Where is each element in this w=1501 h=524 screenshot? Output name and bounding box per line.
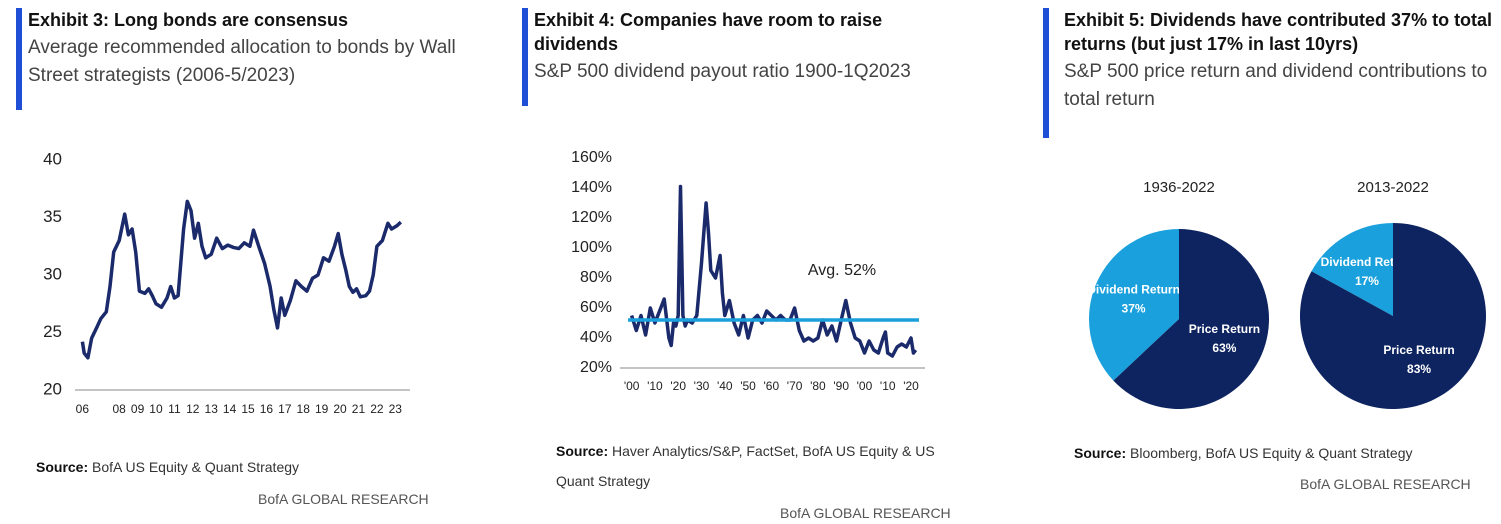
x-tick-label: '60 — [764, 379, 780, 393]
slice-label: Price Return — [1189, 322, 1260, 336]
source-text: Haver Analytics/S&P, FactSet, BofA US Eq… — [556, 443, 935, 489]
y-tick-label: 60% — [580, 299, 612, 316]
pie-slice — [1113, 229, 1269, 409]
footer: BofA GLOBAL RESEARCH — [1300, 476, 1471, 492]
slice-label: Dividend Return — [1321, 255, 1414, 269]
y-tick-label: 40 — [43, 149, 62, 168]
subtitle: S&P 500 dividend payout ratio 1900-1Q202… — [534, 61, 911, 82]
y-tick-label: 35 — [43, 207, 62, 226]
x-tick-label: 12 — [186, 402, 200, 416]
source: Source: BofA US Equity & Quant Strategy — [36, 452, 456, 482]
source-label: Source: — [556, 443, 609, 459]
x-tick-label: 10 — [149, 402, 163, 416]
x-tick-label: 18 — [297, 402, 311, 416]
slice-label: Price Return — [1383, 343, 1454, 357]
subtitle: S&P 500 price return and dividend contri… — [1064, 61, 1488, 110]
x-tick-label: '00 — [624, 379, 640, 393]
x-tick-label: 11 — [168, 402, 181, 416]
slice-value: 17% — [1355, 274, 1379, 288]
pie-slice — [1311, 223, 1393, 316]
x-tick-label: 21 — [352, 402, 366, 416]
header: Exhibit 3: Long bonds are consensus Aver… — [28, 8, 468, 90]
footer: BofA GLOBAL RESEARCH — [258, 491, 429, 507]
x-tick-label: '10 — [880, 379, 896, 393]
x-tick-label: 19 — [315, 402, 329, 416]
footer: BofA GLOBAL RESEARCH — [780, 505, 951, 521]
accent-bar — [1043, 8, 1049, 138]
pie-title: 2013-2022 — [1357, 179, 1429, 196]
x-tick-label: '00 — [857, 379, 873, 393]
source: Source: Bloomberg, BofA US Equity & Quan… — [1074, 438, 1494, 468]
title: Exhibit 4: Companies have room to raise … — [534, 10, 883, 54]
y-tick-label: 30 — [43, 264, 62, 283]
x-tick-label: 06 — [76, 402, 90, 416]
slice-value: 37% — [1122, 302, 1146, 316]
x-tick-label: 13 — [205, 402, 219, 416]
average-label: Avg. 52% — [808, 262, 876, 279]
x-tick-label: '90 — [833, 379, 849, 393]
pie-title: 1936-2022 — [1143, 179, 1215, 196]
x-tick-label: '70 — [787, 379, 803, 393]
header: Exhibit 4: Companies have room to raise … — [534, 8, 964, 86]
x-tick-label: '50 — [740, 379, 756, 393]
x-tick-label: 08 — [112, 402, 126, 416]
y-tick-label: 160% — [571, 149, 612, 166]
x-tick-label: 20 — [333, 402, 347, 416]
pie-slice — [1089, 229, 1179, 381]
x-tick-label: '20 — [903, 379, 919, 393]
header: Exhibit 5: Dividends have contributed 37… — [1064, 8, 1501, 114]
source: Source: Haver Analytics/S&P, FactSet, Bo… — [556, 436, 946, 496]
y-tick-label: 20% — [580, 359, 612, 376]
x-tick-label: 23 — [389, 402, 403, 416]
x-tick-label: '80 — [810, 379, 826, 393]
y-tick-label: 40% — [580, 329, 612, 346]
source-label: Source: — [36, 459, 89, 475]
pie-slice — [1299, 223, 1486, 410]
source-text: BofA US Equity & Quant Strategy — [92, 459, 300, 475]
y-tick-label: 140% — [571, 179, 612, 196]
subtitle: Average recommended allocation to bonds … — [28, 37, 456, 86]
x-tick-label: 17 — [278, 402, 292, 416]
y-tick-label: 100% — [571, 239, 612, 256]
x-tick-label: 16 — [260, 402, 274, 416]
x-tick-label: 14 — [223, 402, 237, 416]
x-tick-label: '20 — [670, 379, 686, 393]
x-tick-label: '30 — [694, 379, 710, 393]
title: Exhibit 5: Dividends have contributed 37… — [1064, 10, 1493, 54]
title: Exhibit 3: Long bonds are consensus — [28, 10, 349, 30]
slice-value: 63% — [1212, 341, 1236, 355]
source-label: Source: — [1074, 445, 1127, 461]
data-line — [80, 199, 403, 360]
slice-value: 83% — [1407, 362, 1431, 376]
source-text: Bloomberg, BofA US Equity & Quant Strate… — [1130, 445, 1413, 461]
y-tick-label: 20 — [43, 379, 62, 398]
accent-bar — [522, 8, 528, 106]
x-tick-label: '40 — [717, 379, 733, 393]
x-tick-label: '10 — [647, 379, 663, 393]
y-tick-label: 120% — [571, 209, 612, 226]
y-tick-label: 25 — [43, 322, 62, 341]
slice-label: Dividend Return — [1087, 283, 1180, 297]
y-tick-label: 80% — [580, 269, 612, 286]
x-tick-label: 15 — [241, 402, 255, 416]
x-tick-label: 22 — [370, 402, 384, 416]
x-tick-label: 09 — [131, 402, 145, 416]
accent-bar — [16, 8, 22, 110]
